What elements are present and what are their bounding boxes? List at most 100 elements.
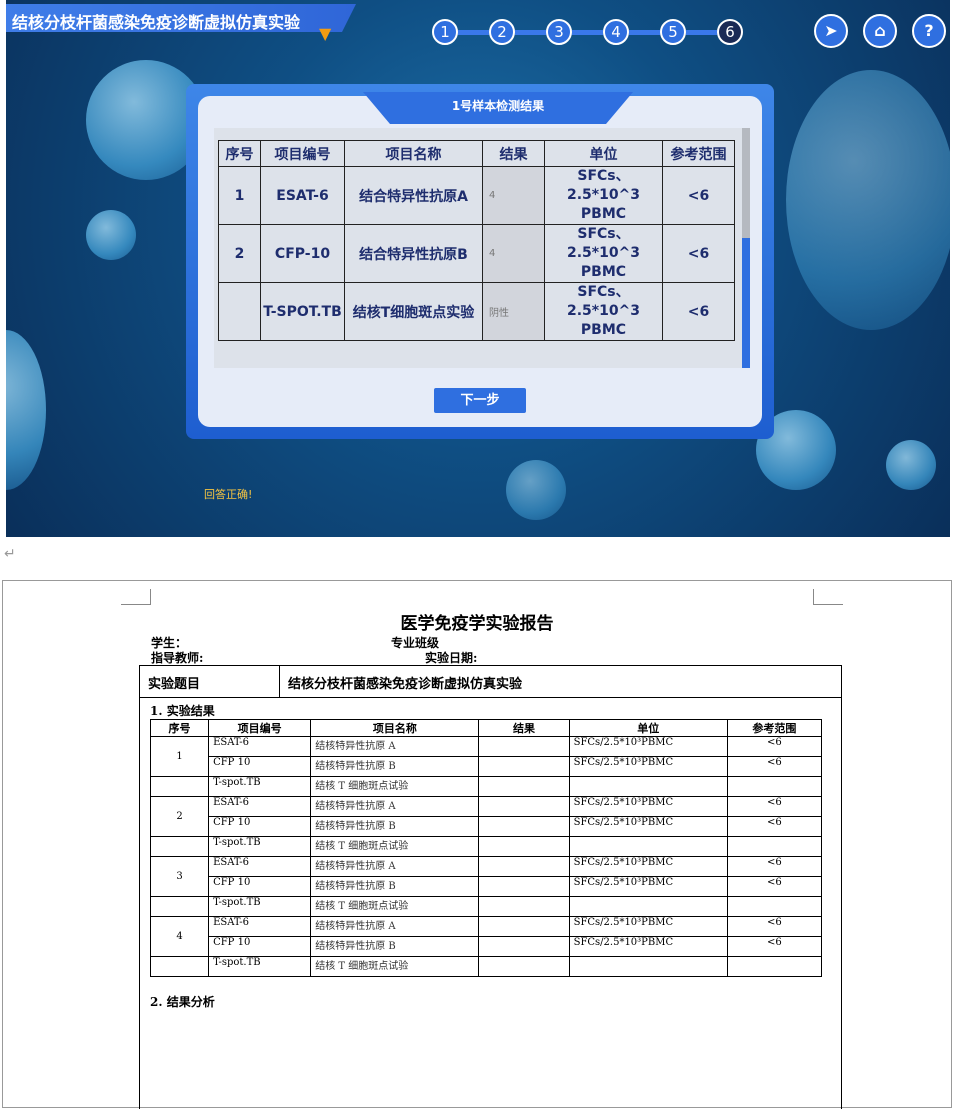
cell-range — [726, 836, 823, 857]
table-row: T-spot.TB 结核 T 细胞斑点试验 — [149, 776, 823, 797]
result-dialog: 1号样本检测结果 序号 项目编号 项目名称 结果 单位 参考范围 1 ESAT-6 结合特异性… — [186, 84, 774, 439]
step-6[interactable]: 6 — [717, 19, 743, 45]
cell-range: <6 — [726, 736, 823, 757]
column-header: 结果 — [482, 140, 545, 167]
cell-range: <6 — [726, 856, 823, 877]
cell-unit: SFCs/2.5*10³PBMC — [568, 756, 728, 777]
column-header: 序号 — [149, 719, 210, 737]
cell-unit: SFCs/2.5*10³PBMC — [568, 936, 728, 957]
cell-range — [726, 776, 823, 797]
cell-name: 结核特异性抗原 B — [310, 756, 480, 777]
step-2[interactable]: 2 — [489, 19, 515, 45]
cell-result — [478, 756, 570, 777]
cell-code: ESAT-6 — [208, 796, 312, 817]
step-connector — [515, 29, 546, 35]
step-progress: 1 2 3 4 5 6 — [432, 18, 743, 46]
step-3[interactable]: 3 — [546, 19, 572, 45]
cell-name: 结核特异性抗原 A — [310, 736, 480, 757]
cell-range: <6 — [662, 166, 735, 225]
dropdown-arrow-icon[interactable]: ▼ — [319, 24, 332, 43]
cell-no: 1 — [149, 736, 210, 777]
cell-range: <6 — [662, 224, 735, 283]
cell-code: ESAT-6 — [260, 166, 345, 225]
cell-result — [478, 796, 570, 817]
report-table: 序号 项目编号 项目名称 结果 单位 参考范围 1 ESAT-6 结核特异性抗原 A SFCs/… — [149, 719, 823, 977]
table-row: CFP 10 结核特异性抗原 B SFCs/2.5*10³PBMC <6 — [151, 936, 823, 957]
step-5[interactable]: 5 — [660, 19, 686, 45]
step-1[interactable]: 1 — [432, 19, 458, 45]
cell-no: 3 — [149, 856, 210, 897]
result-input[interactable]: 4 — [482, 166, 545, 225]
scrollbar[interactable] — [742, 128, 750, 368]
section-results: 1. 实验结果 — [150, 704, 215, 718]
cell-result — [478, 956, 570, 977]
cell-no: 2 — [149, 796, 210, 837]
status-message: 回答正确! — [204, 488, 253, 501]
result-table: 序号 项目编号 项目名称 结果 单位 参考范围 1 ESAT-6 结合特异性抗原A 4 SFCs、… — [218, 140, 735, 341]
home-icon[interactable]: ⌂ — [863, 14, 897, 48]
cell-unit — [568, 836, 728, 857]
step-connector — [686, 29, 717, 35]
cell-result — [478, 916, 570, 937]
cell-range — [726, 956, 823, 977]
cell-name: 结核 T 细胞斑点试验 — [310, 776, 480, 797]
cell-no: 1 — [218, 166, 261, 225]
app-title: 结核分枝杆菌感染免疫诊断虚拟仿真实验 — [6, 4, 356, 32]
student-label: 学生： — [151, 636, 188, 650]
cell-no-empty — [149, 896, 210, 917]
date-label: 实验日期: — [425, 651, 478, 665]
cell-range: <6 — [726, 816, 823, 837]
cell-name: 结核特异性抗原 A — [310, 856, 480, 877]
cell-range: <6 — [726, 796, 823, 817]
section-analysis: 2. 结果分析 — [150, 995, 215, 1009]
cell-code: T-spot.TB — [208, 836, 312, 857]
cell-code: CFP 10 — [208, 816, 312, 837]
next-step-button[interactable]: 下一步 — [434, 388, 526, 413]
step-connector — [572, 29, 603, 35]
cell-result — [478, 776, 570, 797]
cell-unit — [568, 896, 728, 917]
result-input[interactable]: 阴性 — [482, 282, 545, 341]
cell-range: <6 — [726, 936, 823, 957]
cell-code: ESAT-6 — [208, 916, 312, 937]
cell-no-empty — [149, 836, 210, 857]
cell-unit: SFCs、2.5*10^3 PBMC — [544, 166, 663, 225]
column-header: 参考范围 — [662, 140, 735, 167]
cell-result — [478, 736, 570, 757]
cell-name: 结核T细胞斑点实验 — [344, 282, 483, 341]
cell-code: CFP 10 — [208, 876, 312, 897]
paragraph-mark: ↵ — [4, 546, 16, 562]
navigate-icon[interactable]: ➤ — [814, 14, 848, 48]
cell-result — [478, 936, 570, 957]
table-row: 1 ESAT-6 结合特异性抗原A 4 SFCs、2.5*10^3 PBMC <6 — [218, 166, 735, 225]
cell-code: T-spot.TB — [208, 776, 312, 797]
cell-result — [478, 816, 570, 837]
table-row: 3 ESAT-6 结核特异性抗原 A SFCs/2.5*10³PBMC <6 — [149, 856, 823, 897]
table-row: T-spot.TB 结核 T 细胞斑点试验 — [149, 896, 823, 917]
column-header: 序号 — [218, 140, 261, 167]
cell-code: ESAT-6 — [208, 856, 312, 877]
table-row: CFP 10 结核特异性抗原 B SFCs/2.5*10³PBMC <6 — [151, 876, 823, 897]
cell-code: T-spot.TB — [208, 896, 312, 917]
cell-range: <6 — [726, 916, 823, 937]
column-header: 项目名称 — [310, 719, 480, 737]
cell-name: 结核特异性抗原 A — [310, 796, 480, 817]
cell-unit: SFCs/2.5*10³PBMC — [568, 736, 728, 757]
cell-range: <6 — [726, 756, 823, 777]
teacher-label: 指导教师: — [151, 651, 204, 665]
cell-range: <6 — [662, 282, 735, 341]
simulation-screen: 结核分枝杆菌感染免疫诊断虚拟仿真实验 ▼ 1 2 3 4 5 6 ➤ ⌂ ? 1号样本检测… — [6, 0, 950, 537]
table-row: 4 ESAT-6 结核特异性抗原 A SFCs/2.5*10³PBMC <6 — [149, 916, 823, 957]
cell-result — [478, 836, 570, 857]
cell-result — [478, 896, 570, 917]
result-input[interactable]: 4 — [482, 224, 545, 283]
help-icon[interactable]: ? — [912, 14, 946, 48]
cell-name: 结核 T 细胞斑点试验 — [310, 836, 480, 857]
column-header: 单位 — [544, 140, 663, 167]
column-header: 单位 — [568, 719, 728, 737]
step-4[interactable]: 4 — [603, 19, 629, 45]
cell-name: 结核特异性抗原 B — [310, 936, 480, 957]
class-label: 专业班级 — [391, 636, 440, 650]
cell-code: T-spot.TB — [208, 956, 312, 977]
cell-name: 结核 T 细胞斑点试验 — [310, 896, 480, 917]
